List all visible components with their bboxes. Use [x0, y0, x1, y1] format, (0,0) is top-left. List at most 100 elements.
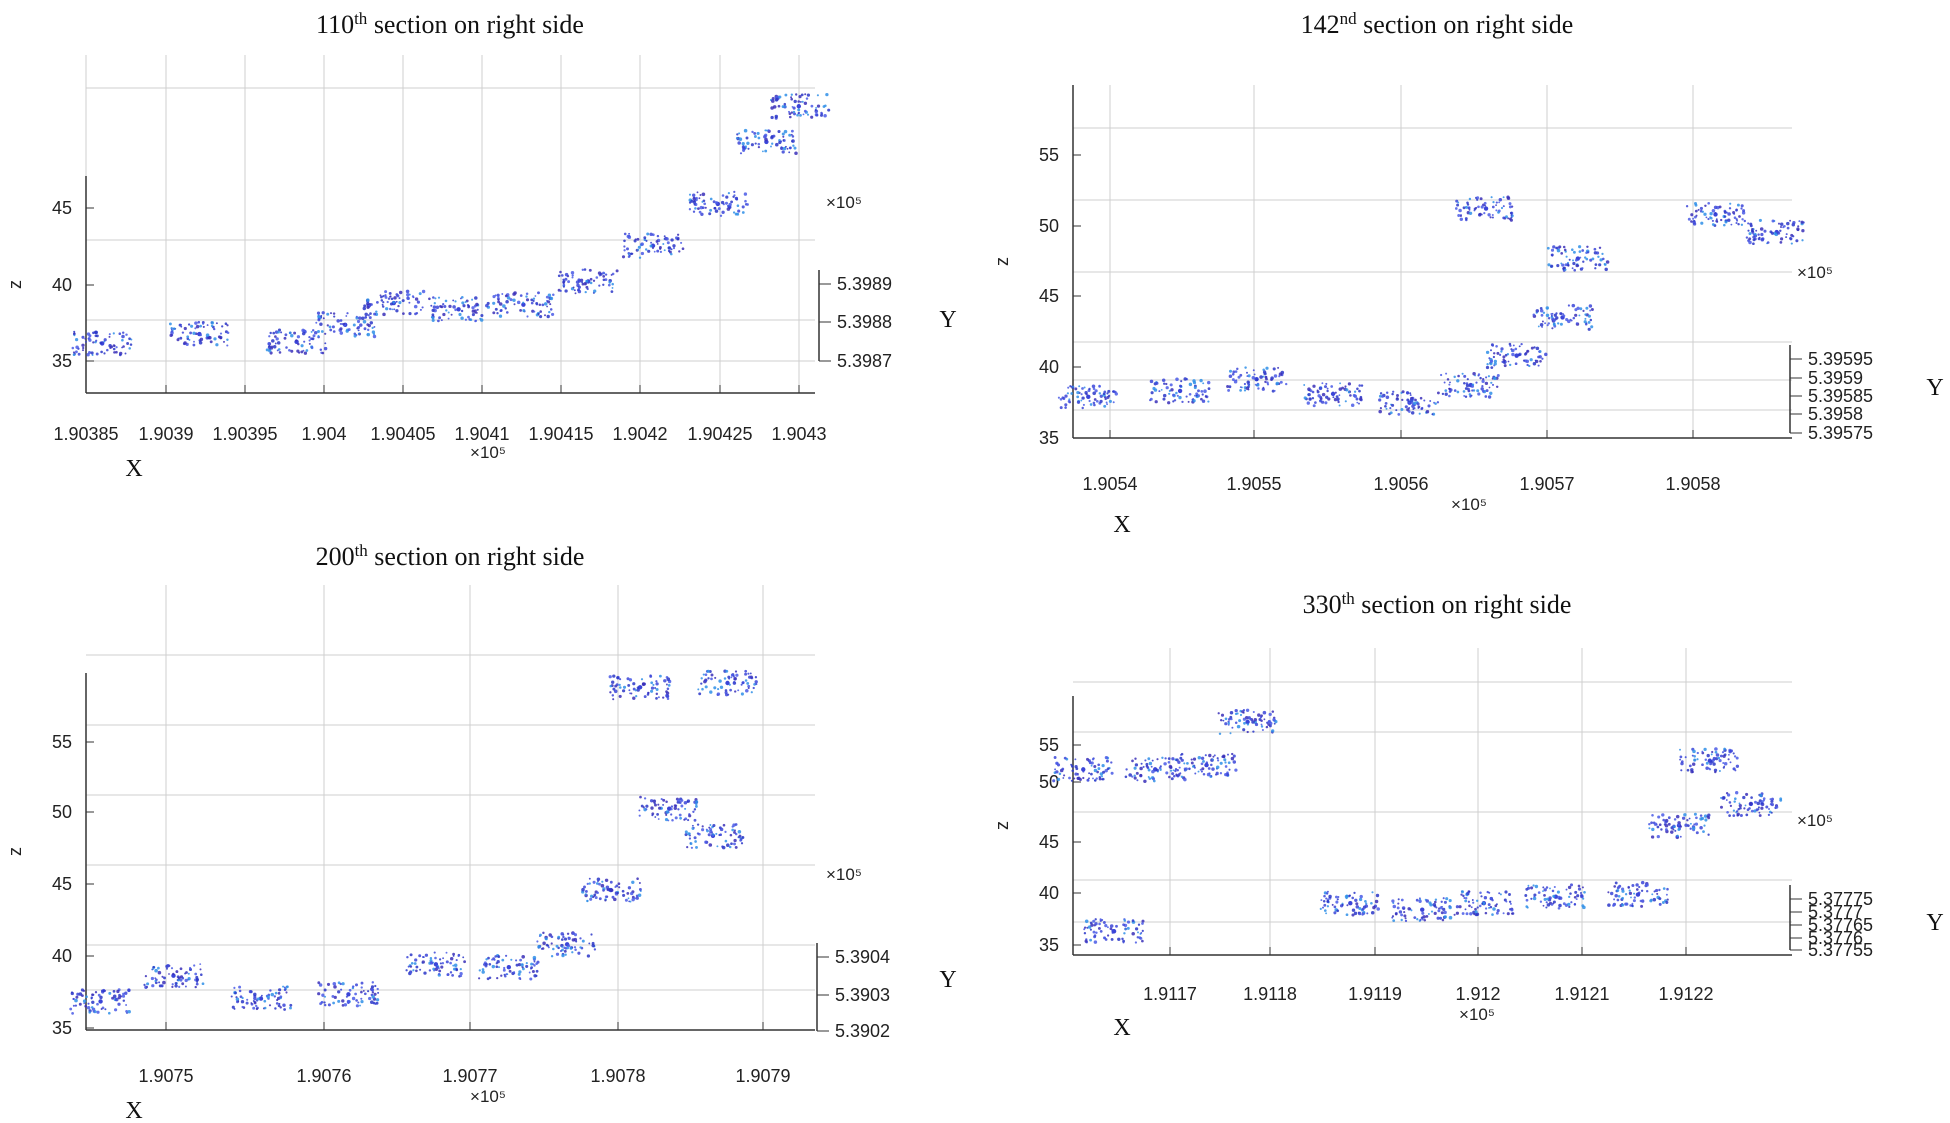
- point-cloud-dot: [1540, 313, 1544, 317]
- point-cloud-dot: [623, 245, 626, 248]
- point-cloud-dot: [463, 960, 466, 964]
- point-cloud-dot: [655, 680, 658, 683]
- point-cloud-dot: [650, 806, 654, 810]
- point-cloud-dot: [1563, 248, 1567, 252]
- data-point: [1713, 212, 1718, 217]
- point-cloud-dot: [1485, 389, 1489, 393]
- point-cloud-dot: [493, 958, 496, 961]
- point-cloud-dot: [1572, 259, 1574, 262]
- point-cloud-dot: [1252, 369, 1255, 372]
- point-cloud-dot: [1210, 763, 1213, 767]
- point-cloud-dot: [1552, 894, 1556, 898]
- point-cloud-dot: [810, 104, 814, 108]
- point-cloud-dot: [323, 1003, 327, 1007]
- point-cloud-dot: [187, 977, 191, 981]
- point-cloud-dot: [703, 202, 707, 206]
- point-cloud-dot: [637, 893, 642, 897]
- point-cloud-dot: [446, 973, 450, 977]
- point-cloud-dot: [693, 818, 697, 822]
- point-cloud-dot: [642, 806, 645, 809]
- z-tick-label: 40: [1039, 357, 1059, 377]
- point-cloud-dot: [1472, 371, 1476, 376]
- y-tick-label: 5.3776: [1808, 928, 1863, 948]
- point-cloud-dot: [1246, 375, 1249, 378]
- point-cloud-dot: [118, 332, 122, 336]
- point-cloud-dot: [345, 315, 348, 317]
- point-cloud-dot: [1148, 761, 1153, 766]
- point-cloud-dot: [1325, 892, 1328, 895]
- point-cloud-dot: [679, 816, 682, 820]
- point-cloud-dot: [1087, 779, 1090, 782]
- point-cloud-dot: [1726, 810, 1729, 814]
- point-cloud-dot: [741, 141, 745, 146]
- point-cloud-dot: [504, 307, 507, 310]
- point-cloud-dot: [1695, 816, 1698, 820]
- point-cloud-dot: [1509, 902, 1512, 905]
- point-cloud-dot: [718, 679, 722, 683]
- point-cloud-dot: [1690, 213, 1694, 217]
- point-cloud-dot: [1604, 267, 1608, 272]
- point-cloud-dot: [1770, 231, 1774, 235]
- point-cloud-dot: [1112, 390, 1115, 393]
- point-cloud-dot: [1339, 382, 1342, 385]
- point-cloud-dot: [1664, 820, 1668, 824]
- point-cloud-dot: [454, 300, 457, 303]
- point-cloud-dot: [1348, 894, 1351, 897]
- point-cloud-dot: [1493, 376, 1497, 381]
- point-cloud-dot: [1220, 713, 1225, 717]
- point-cloud-dot: [635, 694, 638, 698]
- point-cloud-dot: [1704, 204, 1707, 208]
- point-cloud-dot: [1088, 399, 1091, 403]
- point-cloud-dot: [1689, 827, 1692, 830]
- point-cloud-dot: [1621, 896, 1624, 900]
- point-cloud-dot: [320, 314, 323, 317]
- point-cloud-dot: [1353, 390, 1357, 393]
- point-cloud-dot: [1346, 904, 1349, 907]
- point-cloud-dot: [824, 104, 827, 107]
- point-cloud-dot: [1413, 916, 1417, 919]
- point-cloud-dot: [387, 297, 391, 300]
- point-cloud-dot: [1421, 911, 1425, 915]
- point-cloud-dot: [112, 344, 116, 347]
- point-cloud-dot: [1200, 762, 1204, 766]
- point-cloud-dot: [1528, 364, 1531, 368]
- point-cloud-dot: [71, 1012, 74, 1015]
- point-cloud-dot: [611, 286, 614, 289]
- point-cloud-dot: [631, 880, 635, 884]
- point-cloud-dot: [1786, 226, 1790, 230]
- point-cloud-dot: [1614, 881, 1618, 885]
- point-cloud-dot: [692, 210, 696, 213]
- point-cloud-dot: [407, 965, 410, 968]
- point-cloud-dot: [1694, 209, 1698, 213]
- point-cloud-dot: [267, 342, 271, 346]
- point-cloud-dot: [1582, 897, 1585, 900]
- point-cloud-dot: [722, 823, 726, 827]
- point-cloud-dot: [421, 289, 426, 294]
- point-cloud-dot: [1121, 937, 1124, 941]
- point-cloud-dot: [709, 690, 713, 694]
- x-tick-label: 1.9118: [1243, 984, 1297, 1004]
- x-multiplier: ×10⁵: [470, 1087, 506, 1106]
- point-cloud-dot: [1082, 770, 1085, 773]
- point-cloud-dot: [1655, 888, 1659, 893]
- point-cloud-dot: [263, 999, 267, 1003]
- point-cloud-dot: [1146, 765, 1149, 769]
- point-cloud-dot: [277, 1004, 281, 1008]
- point-cloud-dot: [799, 100, 802, 103]
- y-tick-label: 5.39585: [1808, 386, 1873, 406]
- point-cloud-dot: [666, 697, 670, 700]
- point-cloud-dot: [561, 953, 565, 958]
- point-cloud-dot: [1562, 902, 1566, 906]
- point-cloud-dot: [308, 339, 311, 342]
- point-cloud-dot: [1703, 212, 1707, 216]
- point-cloud-dot: [790, 96, 793, 99]
- point-cloud-dot: [739, 152, 743, 155]
- point-cloud-dot: [326, 312, 330, 316]
- point-cloud-dot: [270, 992, 275, 997]
- point-cloud-dot: [305, 349, 309, 352]
- point-cloud-dot: [1303, 396, 1307, 400]
- point-cloud-dot: [474, 311, 477, 314]
- point-cloud-dot: [1219, 772, 1223, 775]
- point-cloud-dot: [1142, 765, 1145, 768]
- point-cloud-dot: [1067, 386, 1070, 389]
